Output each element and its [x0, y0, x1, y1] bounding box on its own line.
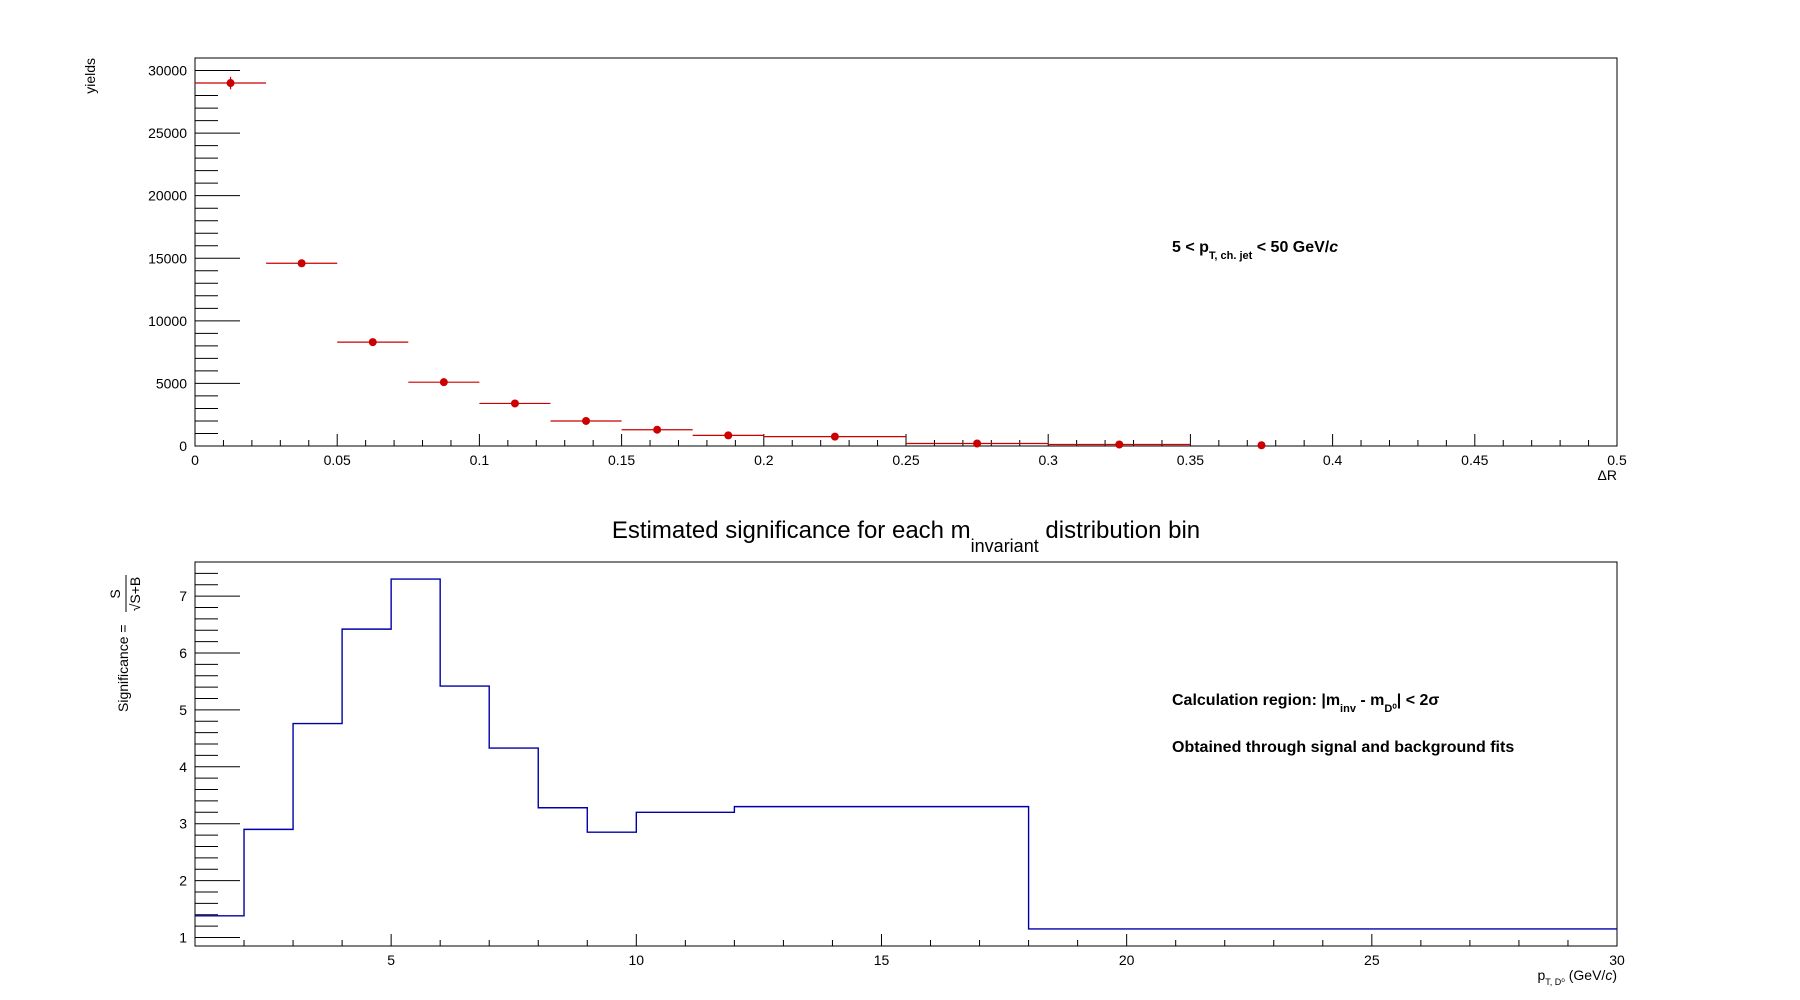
data-point — [195, 76, 267, 90]
yields-annotation-italic: c — [1329, 239, 1338, 256]
significance-y-title-prefix: Significance = — [115, 624, 131, 712]
x-tick-label: 0 — [191, 452, 199, 468]
significance-tick-labels: 1 2 3 4 5 6 7 5 10 15 20 25 30 — [179, 588, 1625, 968]
region-suffix: | < 2σ — [1397, 692, 1440, 709]
region-prefix: Calculation region: |m — [1172, 692, 1340, 709]
point-marker — [439, 378, 448, 387]
yields-x-axis-title: ΔR — [1598, 467, 1617, 483]
y-tick-label: 0 — [179, 438, 187, 454]
region-sub1: inv — [1340, 703, 1357, 715]
yields-axis-ticks — [194, 57, 1618, 447]
y-tick-label: 15000 — [148, 250, 187, 266]
point-marker — [297, 259, 306, 268]
point-marker — [653, 425, 662, 434]
point-marker — [368, 338, 377, 347]
yields-annotation: 5 < pT, ch. jet < 50 GeV/c — [1172, 239, 1338, 262]
point-marker — [510, 399, 519, 408]
significance-annotation-region: Calculation region: |minv - mD⁰| < 2σ — [1172, 692, 1439, 715]
y-tick-label: 30000 — [148, 63, 187, 79]
data-point — [266, 259, 338, 268]
x-tick-label: 0.15 — [608, 452, 635, 468]
data-point — [621, 425, 693, 434]
point-marker — [582, 416, 591, 425]
point-marker — [724, 431, 733, 440]
yields-annotation-prefix: 5 < p — [1172, 239, 1209, 256]
x-tick-label: 0.35 — [1177, 452, 1204, 468]
y-tick-label: 4 — [179, 759, 187, 775]
significance-frame — [194, 561, 1618, 947]
significance-histogram — [195, 578, 1617, 930]
yields-panel: 0 5000 10000 15000 20000 25000 30000 0 0.05 0.1 0.… — [82, 57, 1627, 483]
y-tick-label: 2 — [179, 873, 187, 889]
x-tick-label: 0.1 — [470, 452, 490, 468]
x-tick-label: 5 — [387, 952, 395, 968]
yields-tick-labels: 0 5000 10000 15000 20000 25000 30000 0 0.05 0.1 0.… — [148, 63, 1627, 468]
significance-title-suffix: distribution bin — [1039, 517, 1200, 544]
data-point — [906, 439, 1049, 448]
x-tick-label: 0.4 — [1323, 452, 1343, 468]
x-tick-label: 0.05 — [324, 452, 351, 468]
data-point — [1048, 440, 1191, 449]
x-tick-label: 0.2 — [754, 452, 774, 468]
y-tick-label: 20000 — [148, 188, 187, 204]
data-point — [479, 399, 551, 408]
y-tick-label: 3 — [179, 816, 187, 832]
significance-y-axis-title: Significance = S √S+B — [107, 575, 143, 712]
data-point — [337, 338, 409, 347]
x-tick-label: 30 — [1609, 952, 1625, 968]
significance-annotation-method: Obtained through signal and background f… — [1172, 739, 1514, 756]
yields-annotation-sub: T, ch. jet — [1209, 250, 1253, 262]
significance-y-title-numerator: S — [107, 589, 123, 598]
x-tick-label: 0.45 — [1461, 452, 1488, 468]
data-point — [763, 432, 906, 441]
yields-annotation-suffix: < 50 GeV/ — [1252, 239, 1329, 256]
y-tick-label: 10000 — [148, 313, 187, 329]
significance-x-title-close: ) — [1612, 967, 1617, 983]
significance-x-axis-title: pT, D⁰ (GeV/c) — [1537, 967, 1617, 987]
x-tick-label: 20 — [1119, 952, 1135, 968]
data-point — [550, 416, 622, 425]
x-tick-label: 25 — [1364, 952, 1380, 968]
significance-panel: Estimated significance for each minvaria… — [107, 517, 1625, 987]
yields-frame — [194, 57, 1618, 447]
y-tick-label: 5 — [179, 702, 187, 718]
significance-title: Estimated significance for each minvaria… — [612, 517, 1200, 556]
data-point — [408, 378, 480, 387]
point-marker — [1257, 441, 1266, 450]
significance-y-title-denominator: √S+B — [127, 577, 143, 612]
y-tick-label: 25000 — [148, 125, 187, 141]
significance-title-prefix: Estimated significance for each m — [612, 517, 971, 544]
y-tick-label: 1 — [179, 929, 187, 945]
significance-x-title-prefix: p — [1537, 967, 1545, 983]
yields-y-axis-title: yields — [82, 58, 98, 94]
significance-axis-ticks — [194, 572, 1618, 946]
point-marker — [1115, 440, 1124, 449]
y-tick-label: 7 — [179, 588, 187, 604]
yields-points — [195, 76, 1266, 450]
y-tick-label: 6 — [179, 645, 187, 661]
x-tick-label: 0.5 — [1607, 452, 1627, 468]
region-sub2: D⁰ — [1384, 703, 1397, 715]
point-marker — [830, 432, 839, 441]
significance-title-sub: invariant — [971, 536, 1039, 556]
significance-x-title-suffix: (GeV/ — [1565, 967, 1606, 983]
x-tick-label: 10 — [629, 952, 645, 968]
significance-x-title-italic: c — [1605, 967, 1612, 983]
x-tick-label: 0.3 — [1038, 452, 1058, 468]
point-marker — [973, 439, 982, 448]
region-mid: - m — [1356, 692, 1384, 709]
significance-x-title-sub: T, D⁰ — [1545, 977, 1565, 987]
data-point — [692, 431, 764, 440]
point-marker — [226, 79, 235, 88]
x-tick-label: 15 — [874, 952, 890, 968]
y-tick-label: 5000 — [156, 375, 187, 391]
data-point — [1257, 441, 1266, 450]
x-tick-label: 0.25 — [892, 452, 919, 468]
